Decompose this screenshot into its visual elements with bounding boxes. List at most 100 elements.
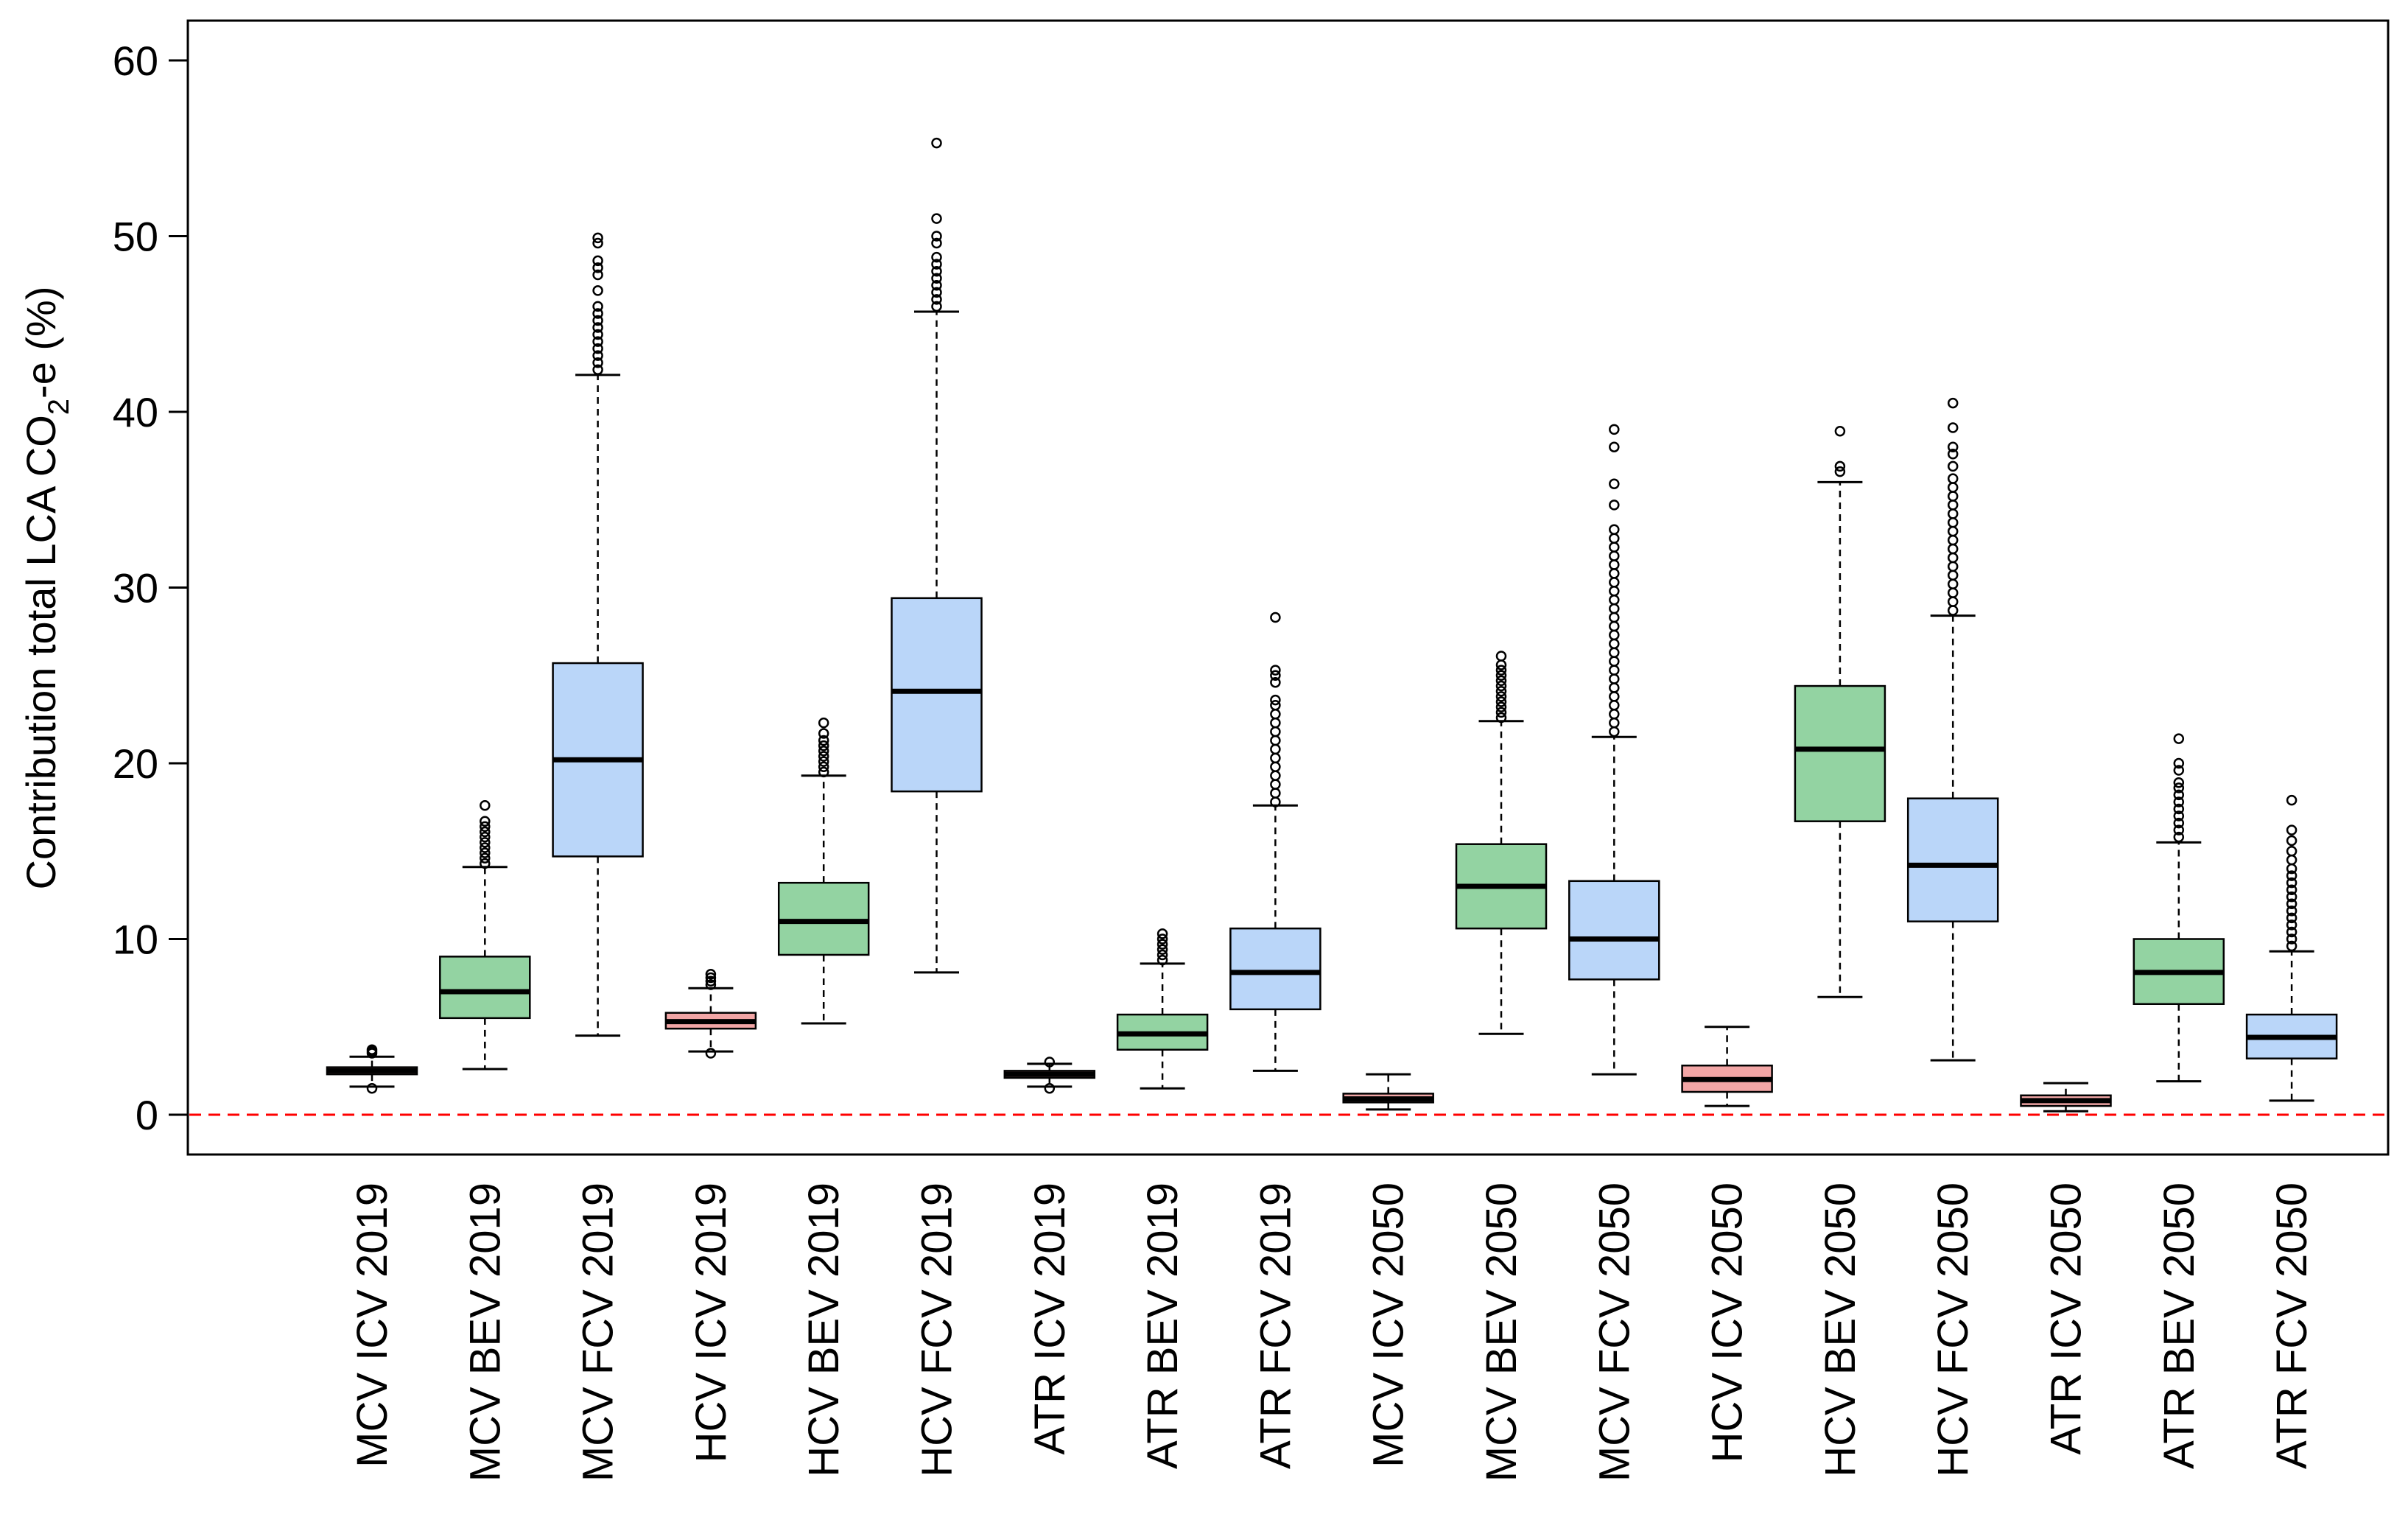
outlier-point xyxy=(818,756,829,767)
boxplot-group xyxy=(1116,928,1209,1090)
outlier-point xyxy=(2173,765,2185,776)
outlier-point xyxy=(1947,500,1959,511)
x-tick-label: ATR FCV 2019 xyxy=(1252,1183,1299,1469)
outlier-point xyxy=(1609,550,1620,561)
y-axis-title-tail: -e (%) xyxy=(18,286,64,398)
x-tick-label: ATR ICV 2050 xyxy=(2043,1183,2091,1455)
outlier-point xyxy=(1947,448,1959,460)
outlier-point xyxy=(1156,949,1168,961)
outlier-point xyxy=(931,280,942,291)
outlier-point xyxy=(592,343,603,354)
outlier-point xyxy=(705,968,717,980)
x-tick-label: MCV ICV 2019 xyxy=(348,1183,396,1468)
outlier-point xyxy=(1270,743,1281,755)
outlier-point xyxy=(1495,665,1507,676)
boxplot-group xyxy=(2245,794,2338,1102)
outlier-point xyxy=(1270,770,1281,781)
boxes-layer xyxy=(326,137,2338,1113)
iqr-box xyxy=(891,597,983,793)
boxplot-group xyxy=(1455,651,1548,1035)
outlier-point xyxy=(2173,824,2185,835)
outlier-point xyxy=(592,255,603,267)
outlier-point xyxy=(2173,757,2185,769)
outlier-point xyxy=(592,336,603,347)
boxplot-group xyxy=(1568,424,1660,1076)
outlier-point xyxy=(705,979,717,990)
outlier-point xyxy=(1609,559,1620,570)
outlier-point xyxy=(480,816,491,827)
outlier-point xyxy=(1609,691,1620,702)
outlier-point xyxy=(1947,561,1959,572)
x-tick-label: MCV FCV 2050 xyxy=(1590,1183,1638,1482)
outlier-point xyxy=(705,975,717,987)
outlier-point xyxy=(366,1044,378,1056)
y-tick-label: 10 xyxy=(113,917,158,963)
outlier-point xyxy=(1609,603,1620,614)
outlier-point xyxy=(480,842,491,853)
outlier-point xyxy=(1609,542,1620,553)
outlier-point xyxy=(1947,422,1959,433)
outlier-point xyxy=(2173,733,2185,744)
outlier-point xyxy=(1495,680,1507,692)
outlier-point xyxy=(480,821,491,833)
y-tick-label: 20 xyxy=(113,740,158,787)
boxplot-group xyxy=(1906,397,1999,1062)
outlier-point xyxy=(1270,677,1281,688)
outlier-point xyxy=(1270,752,1281,764)
outlier-point xyxy=(1609,533,1620,544)
outlier-point xyxy=(1947,605,1959,616)
outlier-point xyxy=(480,847,491,858)
outlier-point xyxy=(1495,691,1507,702)
x-tick-label: HCV ICV 2019 xyxy=(687,1183,735,1462)
outlier-point xyxy=(1609,586,1620,597)
outlier-point xyxy=(1156,928,1168,939)
outlier-point xyxy=(818,746,829,757)
outlier-point xyxy=(2173,810,2185,821)
outlier-point xyxy=(1495,675,1507,687)
outlier-point xyxy=(1947,473,1959,484)
outlier-point xyxy=(1156,944,1168,956)
outlier-point xyxy=(1609,700,1620,711)
outlier-point xyxy=(1609,524,1620,536)
outlier-point xyxy=(1834,460,1846,472)
outlier-point xyxy=(1947,552,1959,564)
outlier-point xyxy=(931,231,942,242)
outlier-point xyxy=(931,137,942,149)
outlier-point xyxy=(2286,919,2298,931)
outlier-point xyxy=(592,308,603,319)
boxplot-group xyxy=(777,717,870,1025)
outlier-point xyxy=(1156,954,1168,966)
outlier-point xyxy=(1044,1082,1056,1094)
outlier-point xyxy=(1270,708,1281,720)
outlier-point xyxy=(1609,656,1620,667)
outlier-point xyxy=(2173,817,2185,829)
y-tick-label: 60 xyxy=(113,38,158,84)
outlier-point xyxy=(1947,587,1959,598)
outlier-point xyxy=(1270,779,1281,790)
outlier-point xyxy=(2173,803,2185,815)
outlier-point xyxy=(480,831,491,843)
outlier-point xyxy=(1947,517,1959,528)
outlier-point xyxy=(2286,870,2298,881)
x-tick-label: HCV BEV 2019 xyxy=(800,1183,848,1477)
outlier-point xyxy=(1270,726,1281,738)
outlier-point xyxy=(592,350,603,361)
outlier-point xyxy=(1947,578,1959,589)
outlier-point xyxy=(2286,898,2298,910)
x-tick-label: ATR BEV 2050 xyxy=(2155,1183,2203,1469)
outlier-point xyxy=(1270,735,1281,746)
outlier-point xyxy=(1609,478,1620,490)
x-tick-label: ATR FCV 2050 xyxy=(2268,1183,2316,1469)
x-tick-label: ATR ICV 2019 xyxy=(1026,1183,1074,1455)
y-tick-label: 30 xyxy=(113,565,158,612)
outlier-point xyxy=(1947,534,1959,546)
x-tick-label: HCV BEV 2050 xyxy=(1816,1183,1864,1477)
outlier-point xyxy=(480,852,491,864)
y-axis-title-subscript: 2 xyxy=(43,399,75,415)
outlier-point xyxy=(480,826,491,838)
outlier-point xyxy=(1947,525,1959,537)
outlier-point xyxy=(2286,912,2298,924)
x-tick-label: MCV ICV 2050 xyxy=(1365,1183,1413,1468)
outlier-point xyxy=(592,301,603,312)
outlier-point xyxy=(705,972,717,984)
